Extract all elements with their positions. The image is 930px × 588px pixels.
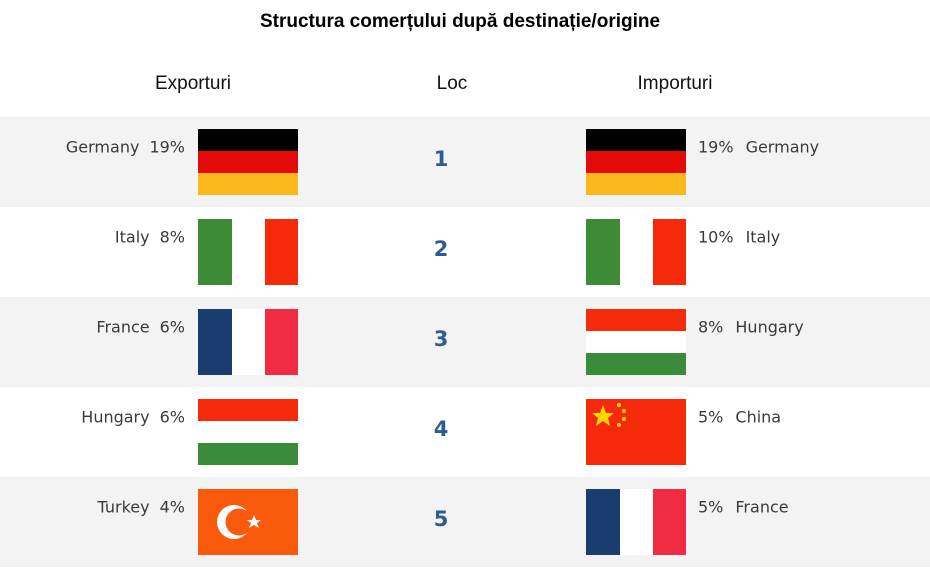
rank: 3	[434, 327, 449, 351]
export-country: Turkey	[97, 498, 150, 517]
flag	[586, 219, 686, 285]
export-share: 4%	[160, 498, 185, 517]
flag	[586, 399, 686, 465]
row-band	[0, 297, 930, 387]
import-share: 10%	[698, 228, 734, 247]
flag	[198, 399, 298, 465]
import-share: 19%	[698, 138, 734, 157]
import-country: Hungary	[735, 318, 803, 337]
import-share: 5%	[698, 408, 723, 427]
export-share: 8%	[160, 228, 185, 247]
export-country: Italy	[115, 228, 150, 247]
flag	[586, 309, 686, 375]
import-country: Germany	[746, 138, 820, 157]
flag	[198, 489, 298, 555]
export-share: 19%	[149, 138, 185, 157]
import-country: Italy	[746, 228, 781, 247]
rank-header: Loc	[437, 73, 468, 94]
import-share: 5%	[698, 498, 723, 517]
export-country: France	[96, 318, 149, 337]
flag	[198, 219, 298, 285]
rank: 1	[434, 147, 449, 171]
import-share: 8%	[698, 318, 723, 337]
flag	[586, 489, 686, 555]
flag	[586, 129, 686, 195]
export-share: 6%	[160, 318, 185, 337]
import-country: France	[735, 498, 788, 517]
title: Structura comerțului după destinație/ori…	[260, 11, 660, 32]
export-share: 6%	[160, 408, 185, 427]
row-band	[0, 117, 930, 207]
rank: 4	[434, 417, 449, 441]
rank: 2	[434, 237, 449, 261]
flag	[198, 309, 298, 375]
flag	[198, 129, 298, 195]
export-country: Hungary	[81, 408, 149, 427]
import-country: China	[735, 408, 781, 427]
rank: 5	[434, 507, 449, 531]
imports-header: Importuri	[638, 73, 713, 94]
export-country: Germany	[66, 138, 140, 157]
row-band	[0, 477, 930, 567]
exports-header: Exporturi	[155, 73, 231, 94]
